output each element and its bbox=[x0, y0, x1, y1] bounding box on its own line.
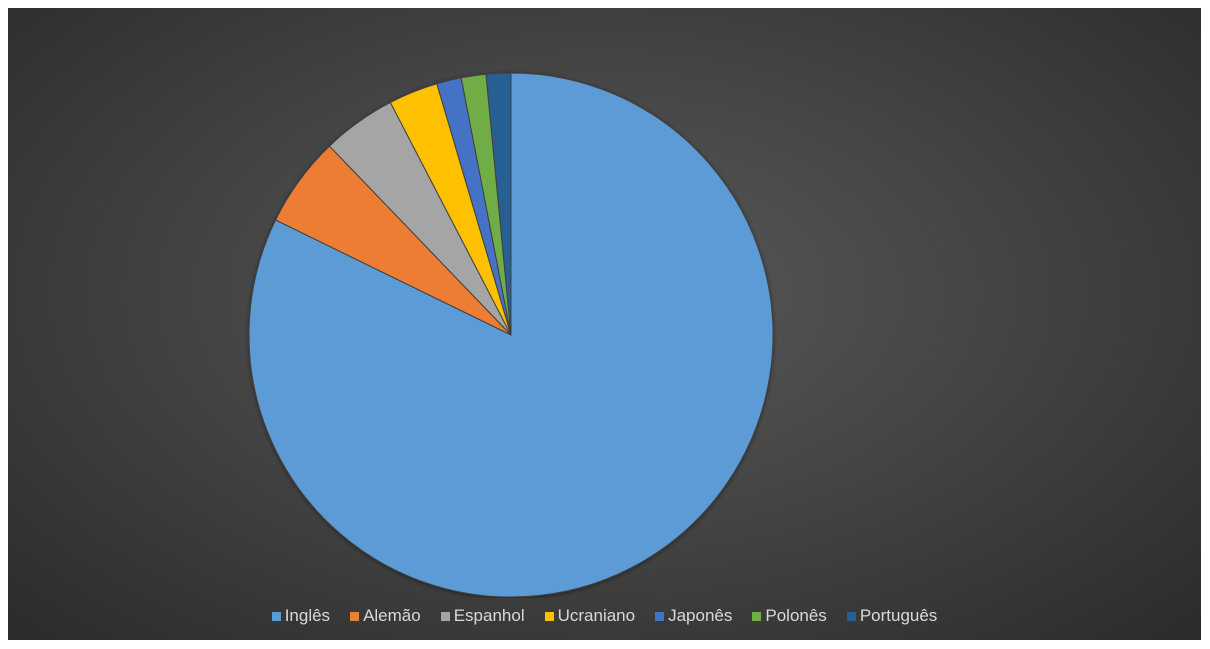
legend-label: Português bbox=[859, 606, 938, 625]
legend-swatch bbox=[655, 611, 665, 621]
pie-slice-1 bbox=[248, 72, 774, 598]
chart-area: Inglês Alemão Espanhol Ucraniano Japonês Polo… bbox=[8, 8, 1201, 640]
legend-label: Ucraniano bbox=[557, 606, 636, 625]
legend-label: Inglês bbox=[284, 606, 331, 625]
legend-swatch bbox=[752, 611, 762, 621]
legend-swatch bbox=[350, 611, 360, 621]
legend-item: Ucraniano bbox=[544, 606, 636, 626]
legend-item: Alemão bbox=[350, 606, 421, 626]
legend-swatch bbox=[544, 611, 554, 621]
legend-label: Alemão bbox=[363, 606, 421, 625]
legend-label: Japonês bbox=[668, 606, 733, 625]
legend-swatch bbox=[440, 611, 450, 621]
legend-swatch bbox=[846, 611, 856, 621]
legend-label: Espanhol bbox=[453, 606, 525, 625]
legend: Inglês Alemão Espanhol Ucraniano Japonês Polo… bbox=[8, 604, 1201, 628]
legend-label: Polonês bbox=[765, 606, 827, 625]
legend-item: Japonês bbox=[655, 606, 732, 626]
legend-item: Português bbox=[846, 606, 938, 626]
legend-swatch bbox=[271, 611, 281, 621]
legend-item: Polonês bbox=[752, 606, 827, 626]
pie-chart bbox=[248, 72, 774, 598]
pie-slice-7 bbox=[485, 72, 512, 336]
legend-item: Espanhol bbox=[440, 606, 525, 626]
legend-item: Inglês bbox=[271, 606, 331, 626]
